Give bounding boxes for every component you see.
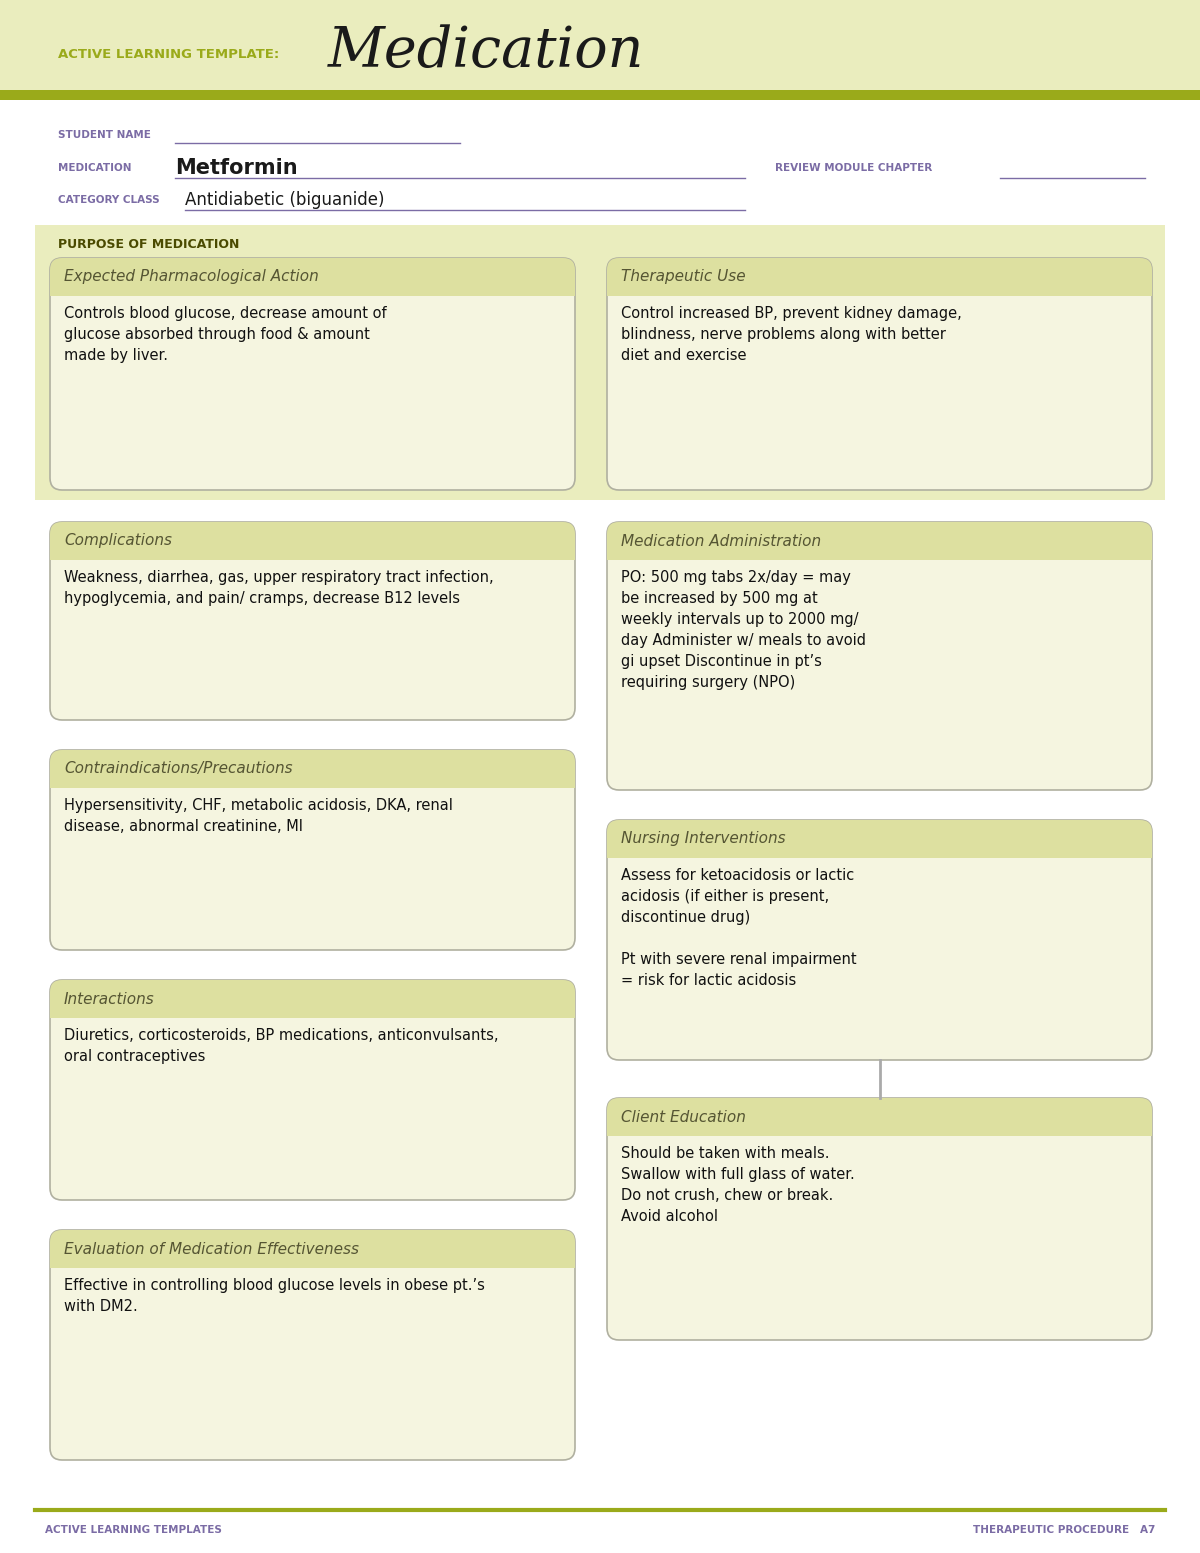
- Text: ACTIVE LEARNING TEMPLATE:: ACTIVE LEARNING TEMPLATE:: [58, 48, 280, 62]
- FancyBboxPatch shape: [607, 258, 1152, 297]
- Bar: [607, 540, 1152, 561]
- FancyBboxPatch shape: [50, 522, 575, 561]
- Text: Metformin: Metformin: [175, 158, 298, 179]
- Text: PO: 500 mg tabs 2x/day = may
be increased by 500 mg at
weekly intervals up to 20: PO: 500 mg tabs 2x/day = may be increase…: [622, 570, 866, 690]
- Bar: [607, 276, 1152, 297]
- Text: Evaluation of Medication Effectiveness: Evaluation of Medication Effectiveness: [64, 1241, 359, 1256]
- Text: Should be taken with meals.
Swallow with full glass of water.
Do not crush, chew: Should be taken with meals. Swallow with…: [622, 1146, 854, 1224]
- Bar: [607, 839, 1152, 857]
- Bar: [50, 276, 575, 297]
- Text: Control increased BP, prevent kidney damage,
blindness, nerve problems along wit: Control increased BP, prevent kidney dam…: [622, 306, 961, 363]
- FancyBboxPatch shape: [607, 1098, 1152, 1340]
- FancyBboxPatch shape: [50, 258, 575, 297]
- Text: CATEGORY CLASS: CATEGORY CLASS: [58, 196, 160, 205]
- Text: Interactions: Interactions: [64, 991, 155, 1006]
- Text: STUDENT NAME: STUDENT NAME: [58, 130, 151, 140]
- FancyBboxPatch shape: [50, 980, 575, 1019]
- FancyBboxPatch shape: [50, 258, 575, 491]
- FancyBboxPatch shape: [50, 522, 575, 721]
- Bar: [50, 769, 575, 787]
- FancyBboxPatch shape: [50, 980, 575, 1200]
- Text: Therapeutic Use: Therapeutic Use: [622, 270, 745, 284]
- FancyBboxPatch shape: [607, 820, 1152, 1061]
- Text: Assess for ketoacidosis or lactic
acidosis (if either is present,
discontinue dr: Assess for ketoacidosis or lactic acidos…: [622, 868, 857, 988]
- Text: Diuretics, corticosteroids, BP medications, anticonvulsants,
oral contraceptives: Diuretics, corticosteroids, BP medicatio…: [64, 1028, 498, 1064]
- Text: Nursing Interventions: Nursing Interventions: [622, 831, 786, 846]
- Text: PURPOSE OF MEDICATION: PURPOSE OF MEDICATION: [58, 239, 239, 252]
- FancyBboxPatch shape: [607, 258, 1152, 491]
- Text: Contraindications/Precautions: Contraindications/Precautions: [64, 761, 293, 776]
- Text: Controls blood glucose, decrease amount of
glucose absorbed through food & amoun: Controls blood glucose, decrease amount …: [64, 306, 386, 363]
- Bar: [50, 540, 575, 561]
- Text: REVIEW MODULE CHAPTER: REVIEW MODULE CHAPTER: [775, 163, 932, 172]
- FancyBboxPatch shape: [50, 750, 575, 787]
- Bar: [50, 999, 575, 1019]
- Text: Medication: Medication: [328, 25, 644, 79]
- Bar: [0, 90, 1200, 99]
- Text: THERAPEUTIC PROCEDURE   A7: THERAPEUTIC PROCEDURE A7: [973, 1525, 1154, 1534]
- FancyBboxPatch shape: [50, 750, 575, 950]
- Text: Expected Pharmacological Action: Expected Pharmacological Action: [64, 270, 319, 284]
- FancyBboxPatch shape: [50, 1230, 575, 1460]
- FancyBboxPatch shape: [607, 522, 1152, 790]
- Bar: [607, 1117, 1152, 1135]
- Text: Complications: Complications: [64, 534, 172, 548]
- Text: Hypersensitivity, CHF, metabolic acidosis, DKA, renal
disease, abnormal creatini: Hypersensitivity, CHF, metabolic acidosi…: [64, 798, 452, 834]
- Text: MEDICATION: MEDICATION: [58, 163, 132, 172]
- FancyBboxPatch shape: [607, 522, 1152, 561]
- Text: Antidiabetic (biguanide): Antidiabetic (biguanide): [185, 191, 384, 210]
- Bar: [35, 225, 1165, 500]
- Bar: [0, 0, 1200, 99]
- Text: ACTIVE LEARNING TEMPLATES: ACTIVE LEARNING TEMPLATES: [46, 1525, 222, 1534]
- Text: Medication Administration: Medication Administration: [622, 534, 821, 548]
- FancyBboxPatch shape: [607, 820, 1152, 857]
- FancyBboxPatch shape: [607, 1098, 1152, 1135]
- FancyBboxPatch shape: [50, 1230, 575, 1267]
- Text: Weakness, diarrhea, gas, upper respiratory tract infection,
hypoglycemia, and pa: Weakness, diarrhea, gas, upper respirato…: [64, 570, 493, 606]
- Text: Effective in controlling blood glucose levels in obese pt.’s
with DM2.: Effective in controlling blood glucose l…: [64, 1278, 485, 1314]
- Bar: [50, 1249, 575, 1267]
- Text: Client Education: Client Education: [622, 1109, 746, 1124]
